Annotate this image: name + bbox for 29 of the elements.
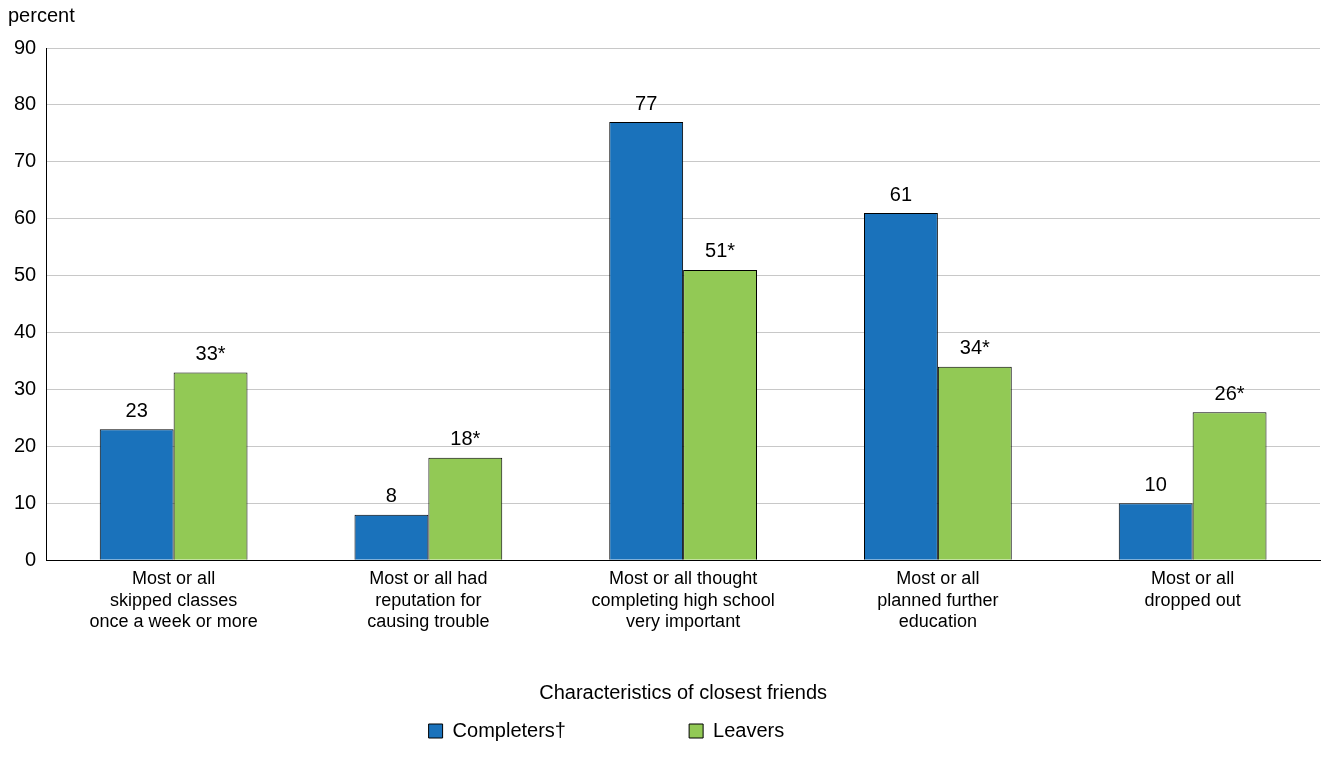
y-tick-label: 0 — [25, 547, 37, 570]
y-tick-label: 40 — [14, 320, 37, 343]
x-tick-label: Most or all had reputation for causing trouble — [367, 567, 490, 632]
y-tick-label: 70 — [14, 149, 37, 172]
x-axis-title: Characteristics of closest friends — [539, 680, 828, 703]
data-label: 77 — [635, 91, 658, 114]
data-label: 51* — [705, 239, 736, 262]
data-label: 10 — [1144, 472, 1167, 495]
legend-label: Completers† — [452, 718, 678, 741]
y-tick-label: 90 — [14, 35, 37, 58]
y-tick-label: 50 — [14, 263, 37, 286]
y-axis-title: percent — [8, 3, 76, 26]
y-tick-label: 20 — [14, 433, 37, 456]
data-label: 34* — [959, 336, 991, 359]
data-label: 26* — [1214, 381, 1245, 404]
legend-label: Leavers — [713, 718, 896, 741]
y-tick-label: 80 — [14, 92, 37, 115]
y-tick-label: 30 — [14, 376, 37, 399]
x-tick-label: Most or all skipped classes once a week or more — [89, 567, 258, 632]
data-label: 8 — [385, 484, 397, 507]
data-label: 23 — [125, 398, 148, 421]
y-tick-label: 60 — [14, 206, 37, 229]
x-tick-label: Most or all planned further education — [877, 567, 999, 632]
data-label: 18* — [450, 427, 481, 450]
data-label: 61 — [889, 182, 913, 205]
x-tick-label: Most or all thought completing high school very important — [591, 567, 775, 632]
y-tick-label: 10 — [14, 490, 37, 513]
data-label: 33* — [195, 341, 226, 364]
x-tick-label: Most or all dropped out — [1144, 567, 1241, 610]
